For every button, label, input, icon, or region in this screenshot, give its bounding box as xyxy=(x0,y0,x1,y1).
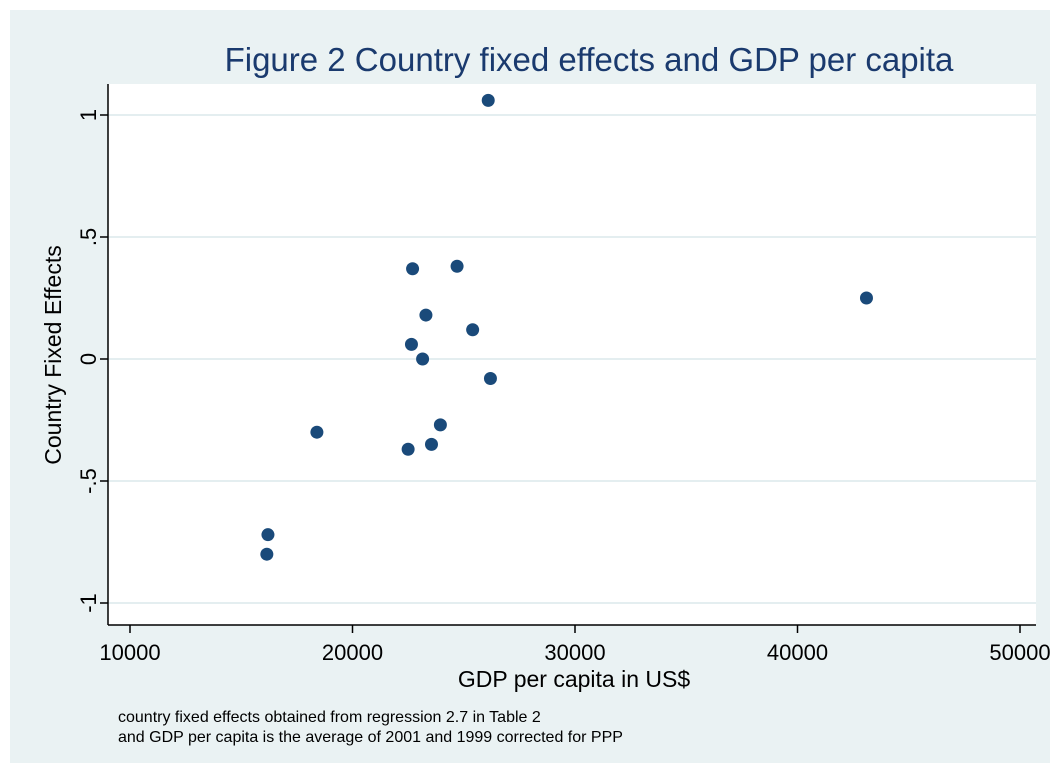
x-tick-label: 50000 xyxy=(989,640,1050,665)
data-point xyxy=(260,547,274,561)
chart-title: Figure 2 Country fixed effects and GDP p… xyxy=(225,41,954,78)
x-axis-title: GDP per capita in US$ xyxy=(458,666,690,692)
data-point xyxy=(401,442,415,456)
data-point xyxy=(404,337,418,351)
data-point xyxy=(419,308,433,322)
note-line-1: country fixed effects obtained from regr… xyxy=(118,709,541,726)
data-point xyxy=(416,352,430,366)
y-tick-label: -.5 xyxy=(76,468,101,494)
data-point xyxy=(466,323,480,337)
grid-lines xyxy=(108,114,1036,604)
data-point xyxy=(310,425,324,439)
y-tick-label: 1 xyxy=(76,109,101,121)
x-tick-label: 10000 xyxy=(99,640,160,665)
data-points xyxy=(260,93,873,561)
data-point xyxy=(406,262,420,276)
x-axis: 10000 20000 30000 40000 50000 xyxy=(99,624,1051,665)
y-tick-label: .5 xyxy=(76,228,101,246)
y-tick-label: -1 xyxy=(76,593,101,613)
data-point xyxy=(261,528,275,542)
data-point xyxy=(450,259,464,273)
data-point xyxy=(433,418,447,432)
data-point xyxy=(859,291,873,305)
x-tick-label: 20000 xyxy=(322,640,383,665)
data-point xyxy=(483,372,497,386)
y-tick-label: 0 xyxy=(76,353,101,365)
y-axis: -1 -.5 0 .5 1 xyxy=(76,84,109,625)
plot-area xyxy=(108,84,1036,625)
x-tick-label: 30000 xyxy=(544,640,605,665)
x-tick-label: 40000 xyxy=(767,640,828,665)
data-point xyxy=(481,93,495,107)
note-line-2: and GDP per capita is the average of 200… xyxy=(118,729,623,746)
y-axis-title: Country Fixed Effects xyxy=(40,245,66,464)
data-point xyxy=(424,437,438,451)
